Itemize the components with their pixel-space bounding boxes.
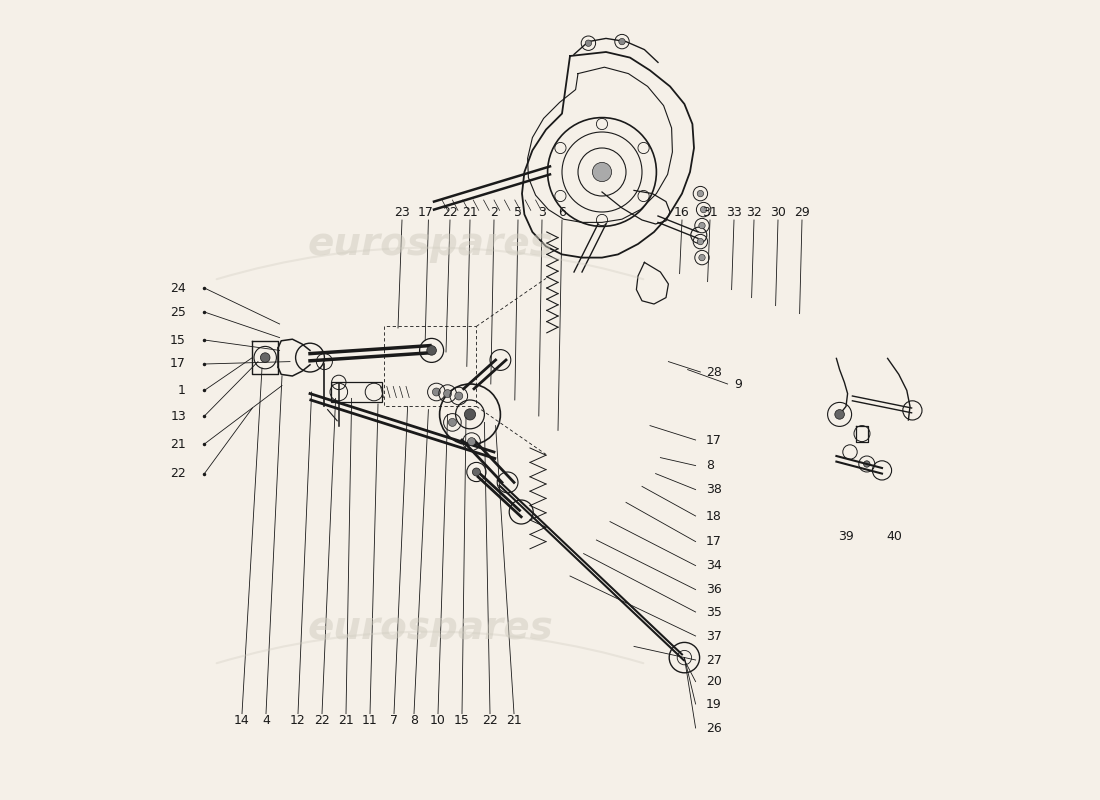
Text: 29: 29 <box>794 206 810 218</box>
Circle shape <box>468 438 475 446</box>
Text: 40: 40 <box>887 530 902 542</box>
Text: 37: 37 <box>706 630 722 642</box>
Circle shape <box>443 390 452 398</box>
Text: 36: 36 <box>706 583 722 596</box>
Text: 18: 18 <box>706 510 722 522</box>
Circle shape <box>835 410 845 419</box>
Circle shape <box>585 40 592 46</box>
Circle shape <box>464 409 475 420</box>
Text: 21: 21 <box>506 714 521 726</box>
Circle shape <box>427 346 437 355</box>
Text: 23: 23 <box>394 206 410 218</box>
Text: 22: 22 <box>482 714 498 726</box>
Text: 27: 27 <box>706 654 722 666</box>
Text: 32: 32 <box>746 206 762 218</box>
Text: eurospares: eurospares <box>307 225 553 263</box>
Text: 22: 22 <box>170 467 186 480</box>
Text: 21: 21 <box>462 206 477 218</box>
Text: 22: 22 <box>442 206 458 218</box>
Text: 15: 15 <box>454 714 470 726</box>
Text: 22: 22 <box>315 714 330 726</box>
Circle shape <box>593 162 612 182</box>
Text: 24: 24 <box>170 282 186 294</box>
Text: 17: 17 <box>706 434 722 446</box>
Text: 19: 19 <box>706 698 722 710</box>
Text: 9: 9 <box>734 378 741 390</box>
Circle shape <box>449 418 456 426</box>
Text: 5: 5 <box>514 206 522 218</box>
Text: 35: 35 <box>706 606 722 618</box>
Circle shape <box>432 388 440 396</box>
Text: 3: 3 <box>538 206 546 218</box>
Text: 11: 11 <box>362 714 378 726</box>
Text: 30: 30 <box>770 206 785 218</box>
Text: 6: 6 <box>558 206 565 218</box>
Text: 8: 8 <box>706 459 714 472</box>
Text: 12: 12 <box>290 714 306 726</box>
Text: 16: 16 <box>674 206 690 218</box>
Circle shape <box>619 38 625 45</box>
Text: 38: 38 <box>706 483 722 496</box>
Circle shape <box>697 190 704 197</box>
Text: 13: 13 <box>170 410 186 422</box>
Text: 34: 34 <box>706 559 722 572</box>
Text: 25: 25 <box>170 306 186 318</box>
Circle shape <box>454 392 463 400</box>
Text: 21: 21 <box>338 714 354 726</box>
Text: 17: 17 <box>706 535 722 548</box>
Text: 2: 2 <box>491 206 498 218</box>
Text: 10: 10 <box>430 714 446 726</box>
Text: eurospares: eurospares <box>307 609 553 647</box>
Bar <box>331 382 382 402</box>
Text: 7: 7 <box>390 714 398 726</box>
Text: 17: 17 <box>170 358 186 370</box>
Text: 31: 31 <box>702 206 718 218</box>
Text: 1: 1 <box>178 384 186 397</box>
Circle shape <box>472 468 481 476</box>
Text: 39: 39 <box>838 530 854 542</box>
Text: 15: 15 <box>170 334 186 346</box>
Circle shape <box>697 238 704 245</box>
Text: 8: 8 <box>410 714 418 726</box>
Circle shape <box>864 461 870 467</box>
Text: 4: 4 <box>262 714 270 726</box>
Circle shape <box>701 206 707 213</box>
Circle shape <box>698 254 705 261</box>
Text: 33: 33 <box>726 206 741 218</box>
Circle shape <box>698 222 705 229</box>
Text: 28: 28 <box>706 366 722 378</box>
Text: 21: 21 <box>170 438 186 450</box>
Text: 17: 17 <box>418 206 433 218</box>
Text: 14: 14 <box>234 714 250 726</box>
Text: 20: 20 <box>706 675 722 688</box>
Circle shape <box>261 353 270 362</box>
Text: 26: 26 <box>706 722 722 734</box>
